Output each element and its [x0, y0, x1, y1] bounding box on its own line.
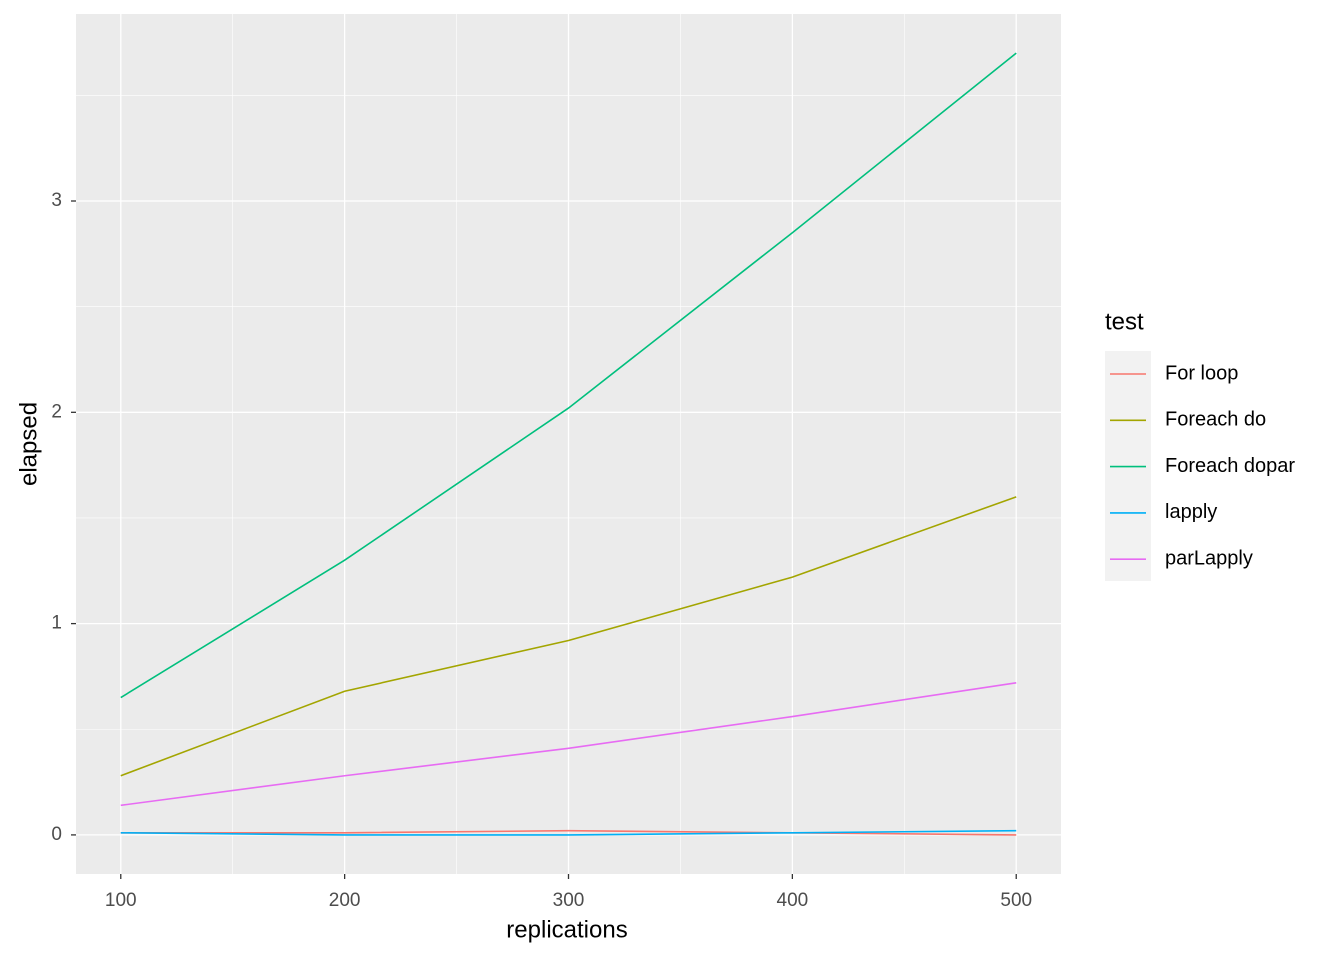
- legend-label: For loop: [1165, 362, 1238, 384]
- y-tick-label: 3: [51, 190, 62, 211]
- legend-title: test: [1105, 308, 1144, 335]
- series-line: [120, 829, 1017, 836]
- y-tick-label: 1: [51, 613, 62, 634]
- series-line: [120, 52, 1017, 699]
- x-tick-label: 100: [105, 890, 137, 911]
- x-tick-label: 500: [1000, 890, 1032, 911]
- series-line: [120, 681, 1017, 807]
- legend-label: Foreach do: [1165, 409, 1266, 431]
- x-axis-title: replications: [506, 916, 627, 943]
- x-tick-label: 200: [329, 890, 361, 911]
- series-line: [120, 496, 1017, 777]
- x-tick-label: 300: [553, 890, 585, 911]
- y-tick-label: 0: [51, 824, 62, 845]
- lines: [120, 52, 1017, 836]
- series-line: [120, 829, 1017, 836]
- y-axis-title: elapsed: [15, 402, 42, 486]
- legend-label: parLapply: [1165, 547, 1253, 569]
- legend-label: lapply: [1165, 501, 1217, 523]
- legend-label: Foreach dopar: [1165, 455, 1295, 477]
- y-tick-label: 2: [51, 401, 62, 422]
- x-tick-label: 400: [777, 890, 809, 911]
